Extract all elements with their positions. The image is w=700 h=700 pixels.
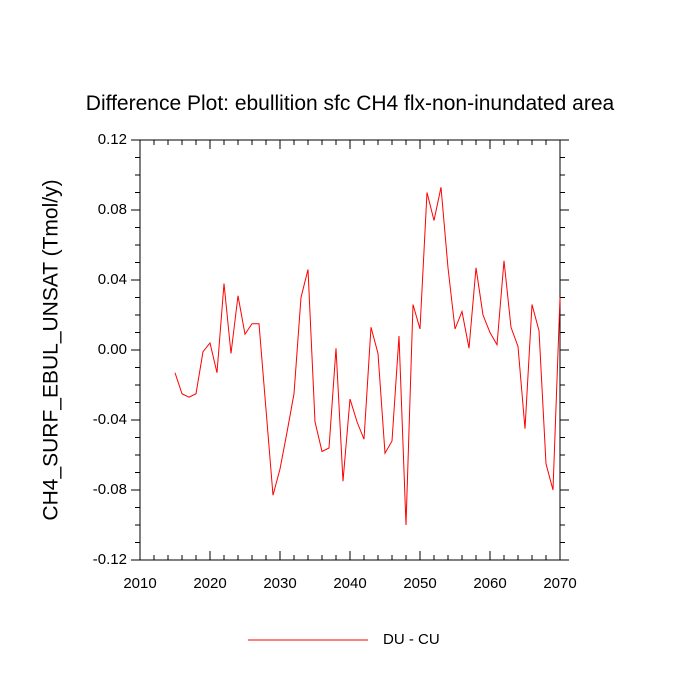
x-tick-label: 2070 (543, 575, 576, 592)
y-axis-title: CH4_SURF_EBUL_UNSAT (Tmol/y) (40, 179, 63, 520)
chart-title: Difference Plot: ebullition sfc CH4 flx-… (86, 92, 615, 115)
y-tick-label: -0.08 (93, 481, 127, 498)
x-tick-label: 2060 (473, 575, 506, 592)
x-tick-label: 2030 (263, 575, 296, 592)
plot-frame (139, 139, 561, 561)
series-group (174, 187, 561, 526)
y-tick-label: 0.12 (98, 131, 127, 148)
y-axis-title-group: CH4_SURF_EBUL_UNSAT (Tmol/y) (40, 179, 63, 520)
y-tick-label: -0.12 (93, 551, 127, 568)
axis-ticks (131, 139, 569, 561)
y-tick-label: 0.00 (98, 341, 127, 358)
legend-label-du-cu: DU - CU (383, 631, 440, 648)
legend: DU - CU (248, 631, 440, 648)
series-line-du-cu (174, 187, 561, 526)
x-tick-label: 2010 (123, 575, 156, 592)
x-tick-label: 2020 (193, 575, 226, 592)
x-tick-label: 2050 (403, 575, 436, 592)
y-tick-label: -0.04 (93, 411, 127, 428)
x-tick-label: 2040 (333, 575, 366, 592)
x-tick-labels: 2010 2020 2030 2040 2050 2060 2070 (123, 575, 576, 592)
y-tick-labels: -0.12 -0.08 -0.04 0.00 0.04 0.08 0.12 (93, 131, 127, 568)
y-tick-label: 0.04 (98, 271, 127, 288)
y-tick-label: 0.08 (98, 201, 127, 218)
